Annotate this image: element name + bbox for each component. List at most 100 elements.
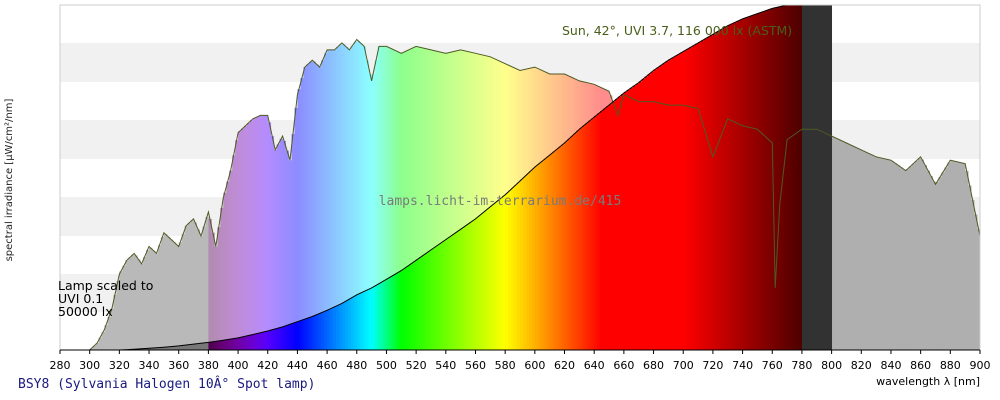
- lamp-annotation-line1: Lamp scaled to: [58, 278, 153, 293]
- sun-fill-slice: [199, 236, 203, 350]
- sun-fill-slice: [436, 51, 441, 350]
- lamp-fill-slice: [603, 108, 607, 350]
- sun-fill-slice: [923, 165, 927, 350]
- lamp-fill-slice: [404, 267, 408, 350]
- sun-fill-slice: [392, 49, 396, 350]
- lamp-annotation-line2: UVI 0.1: [58, 291, 103, 306]
- lamp-fill-slice: [825, 5, 830, 350]
- sun-fill-slice: [285, 150, 289, 350]
- lamp-fill-slice: [680, 52, 684, 350]
- lamp-fill-slice: [588, 120, 592, 350]
- sun-fill-slice: [377, 46, 381, 350]
- lamp-fill-slice: [591, 118, 595, 350]
- lamp-fill-slice: [481, 212, 485, 350]
- sun-fill-slice: [264, 115, 269, 350]
- sun-fill-slice: [855, 147, 859, 350]
- lamp-fill-slice: [706, 36, 711, 350]
- sun-fill-slice: [143, 256, 147, 350]
- lamp-fill-slice: [439, 242, 444, 350]
- lamp-fill-slice: [784, 5, 788, 350]
- lamp-fill-slice: [187, 344, 191, 350]
- lamp-spectrum-fill: [119, 5, 833, 350]
- sun-fill-slice: [300, 78, 304, 350]
- lamp-fill-slice: [822, 5, 827, 350]
- lamp-fill-slice: [190, 344, 194, 350]
- lamp-fill-slice: [736, 20, 741, 350]
- x-tick-label: 300: [79, 359, 100, 372]
- sun-fill-slice: [442, 52, 447, 350]
- x-tick-label: 500: [376, 359, 397, 372]
- lamp-fill-slice: [531, 168, 536, 350]
- lamp-fill-slice: [552, 151, 557, 350]
- sun-fill-slice: [276, 144, 281, 350]
- lamp-fill-slice: [511, 187, 515, 350]
- lamp-fill-slice: [196, 343, 200, 350]
- lamp-fill-slice: [226, 339, 230, 350]
- sun-fill-slice: [232, 155, 236, 350]
- lamp-fill-slice: [436, 244, 441, 350]
- sun-fill-slice: [852, 146, 856, 350]
- sun-fill-slice: [181, 234, 186, 350]
- lamp-fill-slice: [698, 42, 702, 350]
- sun-fill-slice: [255, 116, 260, 350]
- sun-fill-slice: [214, 246, 218, 350]
- sun-annotation: Sun, 42°, UVI 3.7, 116 000 lx (ASTM): [562, 23, 792, 38]
- sun-fill-slice: [330, 49, 334, 350]
- sun-fill-slice: [902, 169, 907, 350]
- x-tick-label: 340: [139, 359, 160, 372]
- lamp-fill-slice: [647, 74, 651, 350]
- sun-fill-slice: [306, 64, 310, 350]
- lamp-fill-slice: [487, 208, 491, 350]
- lamp-fill-slice: [520, 179, 524, 350]
- lamp-fill-slice: [635, 83, 640, 350]
- lamp-fill-slice: [724, 26, 729, 350]
- lamp-fill-slice: [353, 295, 358, 350]
- lamp-fill-slice: [309, 317, 313, 350]
- sun-fill-slice: [137, 259, 141, 350]
- lamp-fill-slice: [665, 61, 669, 350]
- lamp-fill-slice: [499, 198, 503, 350]
- lamp-fill-slice: [790, 5, 794, 350]
- sun-fill-slice: [258, 115, 263, 350]
- lamp-fill-slice: [775, 7, 779, 350]
- sun-fill-slice: [864, 151, 868, 350]
- sun-fill-slice: [466, 51, 470, 350]
- sun-fill-slice: [92, 345, 97, 350]
- sun-fill-slice: [341, 44, 346, 350]
- sun-fill-slice: [395, 51, 399, 350]
- sun-fill-slice: [977, 228, 980, 350]
- sun-fill-slice: [166, 236, 171, 350]
- x-tick-label: 480: [346, 359, 367, 372]
- lamp-fill-slice: [217, 340, 221, 350]
- lamp-fill-slice: [172, 346, 177, 350]
- sun-fill-slice: [460, 50, 465, 350]
- lamp-fill-slice: [371, 287, 375, 350]
- lamp-fill-slice: [395, 273, 399, 350]
- sun-fill-slice: [350, 45, 355, 350]
- lamp-fill-slice: [751, 15, 755, 350]
- lamp-fill-slice: [433, 246, 438, 350]
- sun-fill-slice: [879, 157, 883, 350]
- lamp-fill-slice: [463, 226, 467, 350]
- lamp-fill-slice: [612, 101, 616, 350]
- sun-fill-slice: [959, 162, 963, 350]
- lamp-fill-slice: [229, 339, 233, 350]
- lamp-fill-slice: [567, 138, 571, 350]
- y-axis-label: spectral irradiance [µW/cm²/nm]: [4, 98, 15, 261]
- sun-fill-slice: [920, 159, 925, 350]
- sun-fill-slice: [932, 181, 936, 350]
- lamp-fill-slice: [819, 5, 824, 350]
- lamp-fill-slice: [285, 325, 289, 350]
- sun-fill-slice: [401, 52, 405, 350]
- lamp-fill-slice: [154, 347, 159, 350]
- x-tick-label: 620: [554, 359, 575, 372]
- lamp-fill-slice: [273, 328, 278, 350]
- sun-fill-slice: [846, 143, 850, 350]
- sun-fill-slice: [226, 181, 230, 350]
- sun-fill-slice: [101, 332, 105, 350]
- lamp-fill-slice: [380, 281, 384, 350]
- sun-fill-slice: [98, 337, 102, 350]
- lamp-fill-slice: [787, 5, 791, 350]
- x-tick-label: 780: [791, 359, 812, 372]
- lamp-fill-slice: [214, 341, 218, 350]
